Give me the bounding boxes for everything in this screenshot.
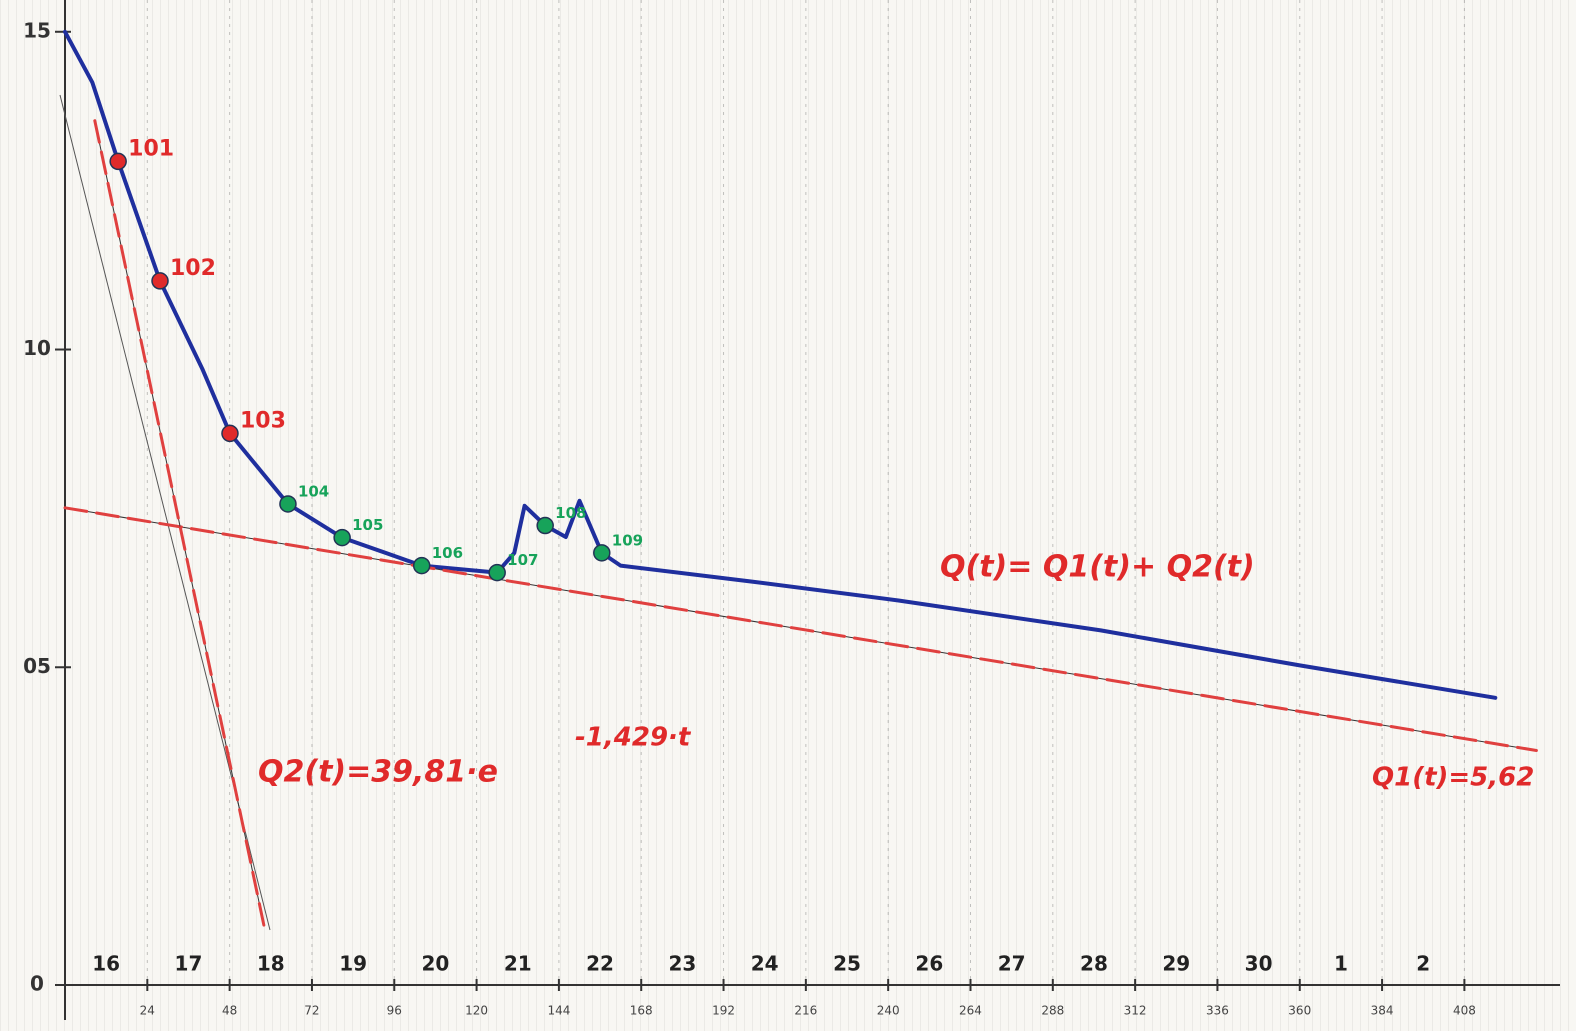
point-label: 108 bbox=[555, 504, 586, 522]
day-label: 30 bbox=[1245, 952, 1273, 976]
point-label: 102 bbox=[170, 256, 216, 281]
chart: Q(t)= Q1(t)+ Q2(t) Q2(t)=39,81·e -1,429·… bbox=[0, 0, 1576, 1031]
y-tick-label: 15 bbox=[23, 18, 51, 42]
data-point bbox=[537, 518, 553, 534]
data-point bbox=[334, 530, 350, 546]
flow-line bbox=[65, 32, 1495, 698]
x-tick-label: 336 bbox=[1206, 1004, 1229, 1018]
day-label: 26 bbox=[915, 952, 943, 976]
q2-formula: Q2(t)=39,81·e bbox=[258, 755, 498, 790]
data-point bbox=[110, 153, 126, 169]
point-label: 103 bbox=[240, 408, 286, 433]
x-tick-label: 384 bbox=[1371, 1004, 1394, 1018]
y-tick-label: 0 bbox=[30, 972, 44, 996]
day-label: 28 bbox=[1080, 952, 1108, 976]
y-tick-label: 05 bbox=[23, 654, 51, 678]
x-tick-label: 408 bbox=[1453, 1004, 1476, 1018]
point-label: 107 bbox=[507, 551, 538, 569]
day-label: 19 bbox=[339, 952, 367, 976]
x-tick-label: 264 bbox=[959, 1004, 982, 1018]
day-label: 2 bbox=[1416, 952, 1430, 976]
x-tick-label: 48 bbox=[222, 1004, 237, 1018]
point-label: 105 bbox=[352, 516, 383, 534]
day-label: 18 bbox=[257, 952, 285, 976]
q1-formula: Q1(t)=5,62 bbox=[1372, 763, 1534, 793]
x-tick-label: 24 bbox=[140, 1004, 155, 1018]
x-tick-label: 144 bbox=[547, 1004, 570, 1018]
day-label: 27 bbox=[998, 952, 1026, 976]
x-tick-label: 96 bbox=[387, 1004, 402, 1018]
day-label: 29 bbox=[1162, 952, 1190, 976]
day-label: 16 bbox=[92, 952, 120, 976]
data-point bbox=[594, 545, 610, 561]
day-label: 23 bbox=[668, 952, 696, 976]
x-tick-label: 192 bbox=[712, 1004, 735, 1018]
day-label: 1 bbox=[1334, 952, 1348, 976]
x-tick-label: 120 bbox=[465, 1004, 488, 1018]
fit-guide bbox=[95, 121, 264, 926]
day-label: 21 bbox=[504, 952, 532, 976]
data-point bbox=[489, 565, 505, 581]
q2-exponent: -1,429·t bbox=[575, 723, 692, 753]
data-point bbox=[222, 425, 238, 441]
total-formula: Q(t)= Q1(t)+ Q2(t) bbox=[940, 550, 1255, 585]
data-point bbox=[152, 273, 168, 289]
day-label: 24 bbox=[751, 952, 779, 976]
x-tick-label: 72 bbox=[304, 1004, 319, 1018]
x-tick-label: 168 bbox=[630, 1004, 653, 1018]
x-tick-label: 288 bbox=[1041, 1004, 1064, 1018]
x-tick-label: 216 bbox=[794, 1004, 817, 1018]
day-label: 22 bbox=[586, 952, 614, 976]
x-tick-label: 360 bbox=[1288, 1004, 1311, 1018]
day-label: 25 bbox=[833, 952, 861, 976]
point-label: 109 bbox=[612, 531, 643, 549]
day-label: 20 bbox=[422, 952, 450, 976]
x-tick-label: 240 bbox=[877, 1004, 900, 1018]
data-point bbox=[414, 558, 430, 574]
fit-line bbox=[65, 508, 1536, 751]
day-label: 17 bbox=[175, 952, 203, 976]
point-label: 106 bbox=[432, 544, 463, 562]
point-label: 101 bbox=[128, 136, 174, 161]
point-label: 104 bbox=[298, 482, 329, 500]
x-tick-label: 312 bbox=[1124, 1004, 1147, 1018]
y-tick-label: 10 bbox=[23, 336, 51, 360]
data-point bbox=[280, 496, 296, 512]
